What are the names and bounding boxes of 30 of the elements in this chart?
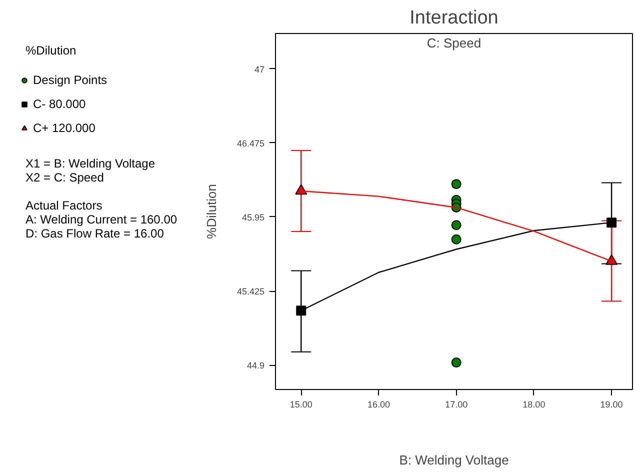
y-tick-label: 44.9 [246, 360, 265, 371]
chart-subtitle: C: Speed [426, 36, 482, 50]
text: D: Gas Flow Rate = 16.00 [26, 226, 164, 240]
x-tick-label: 16.00 [367, 400, 390, 410]
point [451, 234, 462, 244]
point [606, 218, 617, 228]
legend-label: C- 80.000 [33, 97, 86, 111]
text: X2 = C: Speed [26, 170, 104, 184]
y-tick-label: 45.425 [236, 286, 265, 297]
text: %Dilution [26, 44, 76, 58]
point [451, 179, 462, 190]
x-tick-label: 18.00 [522, 400, 546, 410]
x-tick-label: 19.00 [600, 400, 623, 410]
point [451, 358, 462, 368]
text: X1 = B: Welding Voltage [26, 156, 156, 170]
x-tick-label: 15.00 [290, 400, 312, 410]
y-tick-label: 47 [254, 64, 265, 74]
text: Actual Factors [26, 198, 102, 212]
legend-label: Design Points [33, 73, 108, 87]
chart-title: Interaction [410, 8, 498, 28]
y-tick-label: 46.475 [236, 138, 265, 148]
legend-label: C+ 120.000 [33, 121, 96, 135]
y-tick-label: 45.95 [242, 212, 265, 222]
text: A: Welding Current = 160.00 [26, 212, 178, 226]
point [296, 306, 306, 316]
x-tick-label: 17.00 [445, 400, 468, 410]
x-axis-title: B: Welding Voltage [399, 452, 509, 468]
y-axis-title: %Dilution [204, 184, 219, 239]
point [295, 184, 308, 195]
point [451, 220, 462, 230]
